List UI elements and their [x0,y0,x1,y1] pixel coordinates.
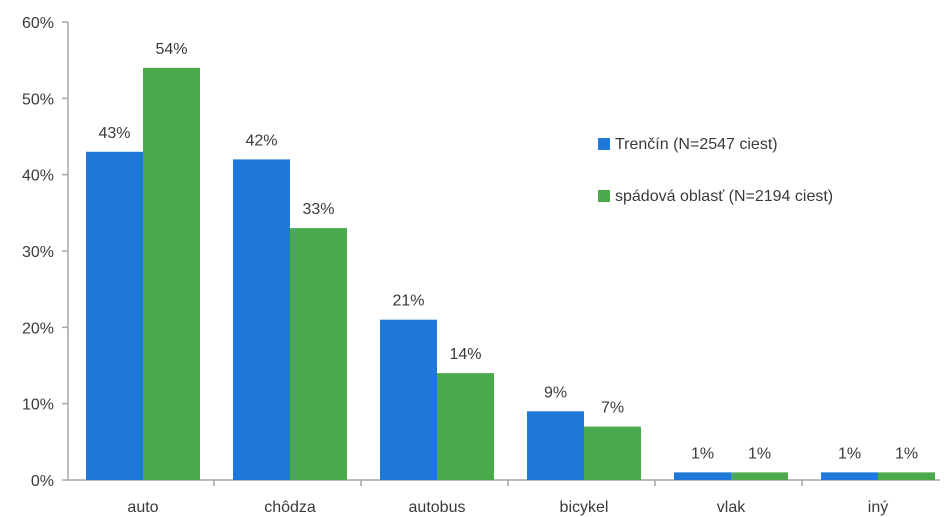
x-category-label: iný [868,499,888,516]
y-tick-label: 40% [22,168,54,185]
y-tick-label: 0% [31,473,54,490]
y-tick-label: 50% [22,91,54,108]
bar [878,472,935,480]
bar [527,411,584,480]
bar-data-label: 14% [449,346,481,363]
axes: 0% 10% 20% 30% 40% 50% 60% auto chôdza autobus bic… [22,15,940,516]
bar-data-label: 1% [691,445,714,462]
legend-swatch [598,138,610,150]
bar-data-label: 33% [302,201,334,218]
legend-label: Trenčín (N=2547 ciest) [615,136,778,153]
x-category-label: auto [127,499,158,516]
bar [143,67,200,481]
bar [584,426,641,480]
y-tick-label: 60% [22,15,54,32]
bar [290,228,347,480]
bar-data-label: 7% [601,400,624,417]
legend: Trenčín (N=2547 ciest) spádová oblasť (N=… [598,136,833,205]
bars [86,67,935,481]
x-category-label: vlak [717,499,746,516]
bar-data-label: 1% [838,445,861,462]
bar [437,373,494,480]
y-tick-label: 30% [22,244,54,261]
bar-data-label: 1% [748,445,771,462]
bar-data-label: 42% [245,132,277,149]
bar [674,472,731,480]
legend-label: spádová oblasť (N=2194 ciest) [615,188,833,205]
bar [380,319,437,480]
bar-data-label: 43% [98,125,130,142]
bar [233,159,290,480]
bar-data-label: 21% [392,293,424,310]
x-category-label: chôdza [264,499,316,516]
y-tick-label: 20% [22,320,54,337]
bar-data-label: 9% [544,384,567,401]
data-labels: 43% 42% 21% 9% 1% 1% 54% 33% 14% 7% 1% 1% [98,41,918,463]
bar [731,472,788,480]
bar-data-label: 54% [155,41,187,58]
x-category-label: autobus [409,499,466,516]
x-category-label: bicykel [560,499,609,516]
bar [821,472,878,480]
bar [86,151,143,480]
bar-data-label: 1% [895,445,918,462]
y-tick-label: 10% [22,397,54,414]
legend-swatch [598,190,610,202]
